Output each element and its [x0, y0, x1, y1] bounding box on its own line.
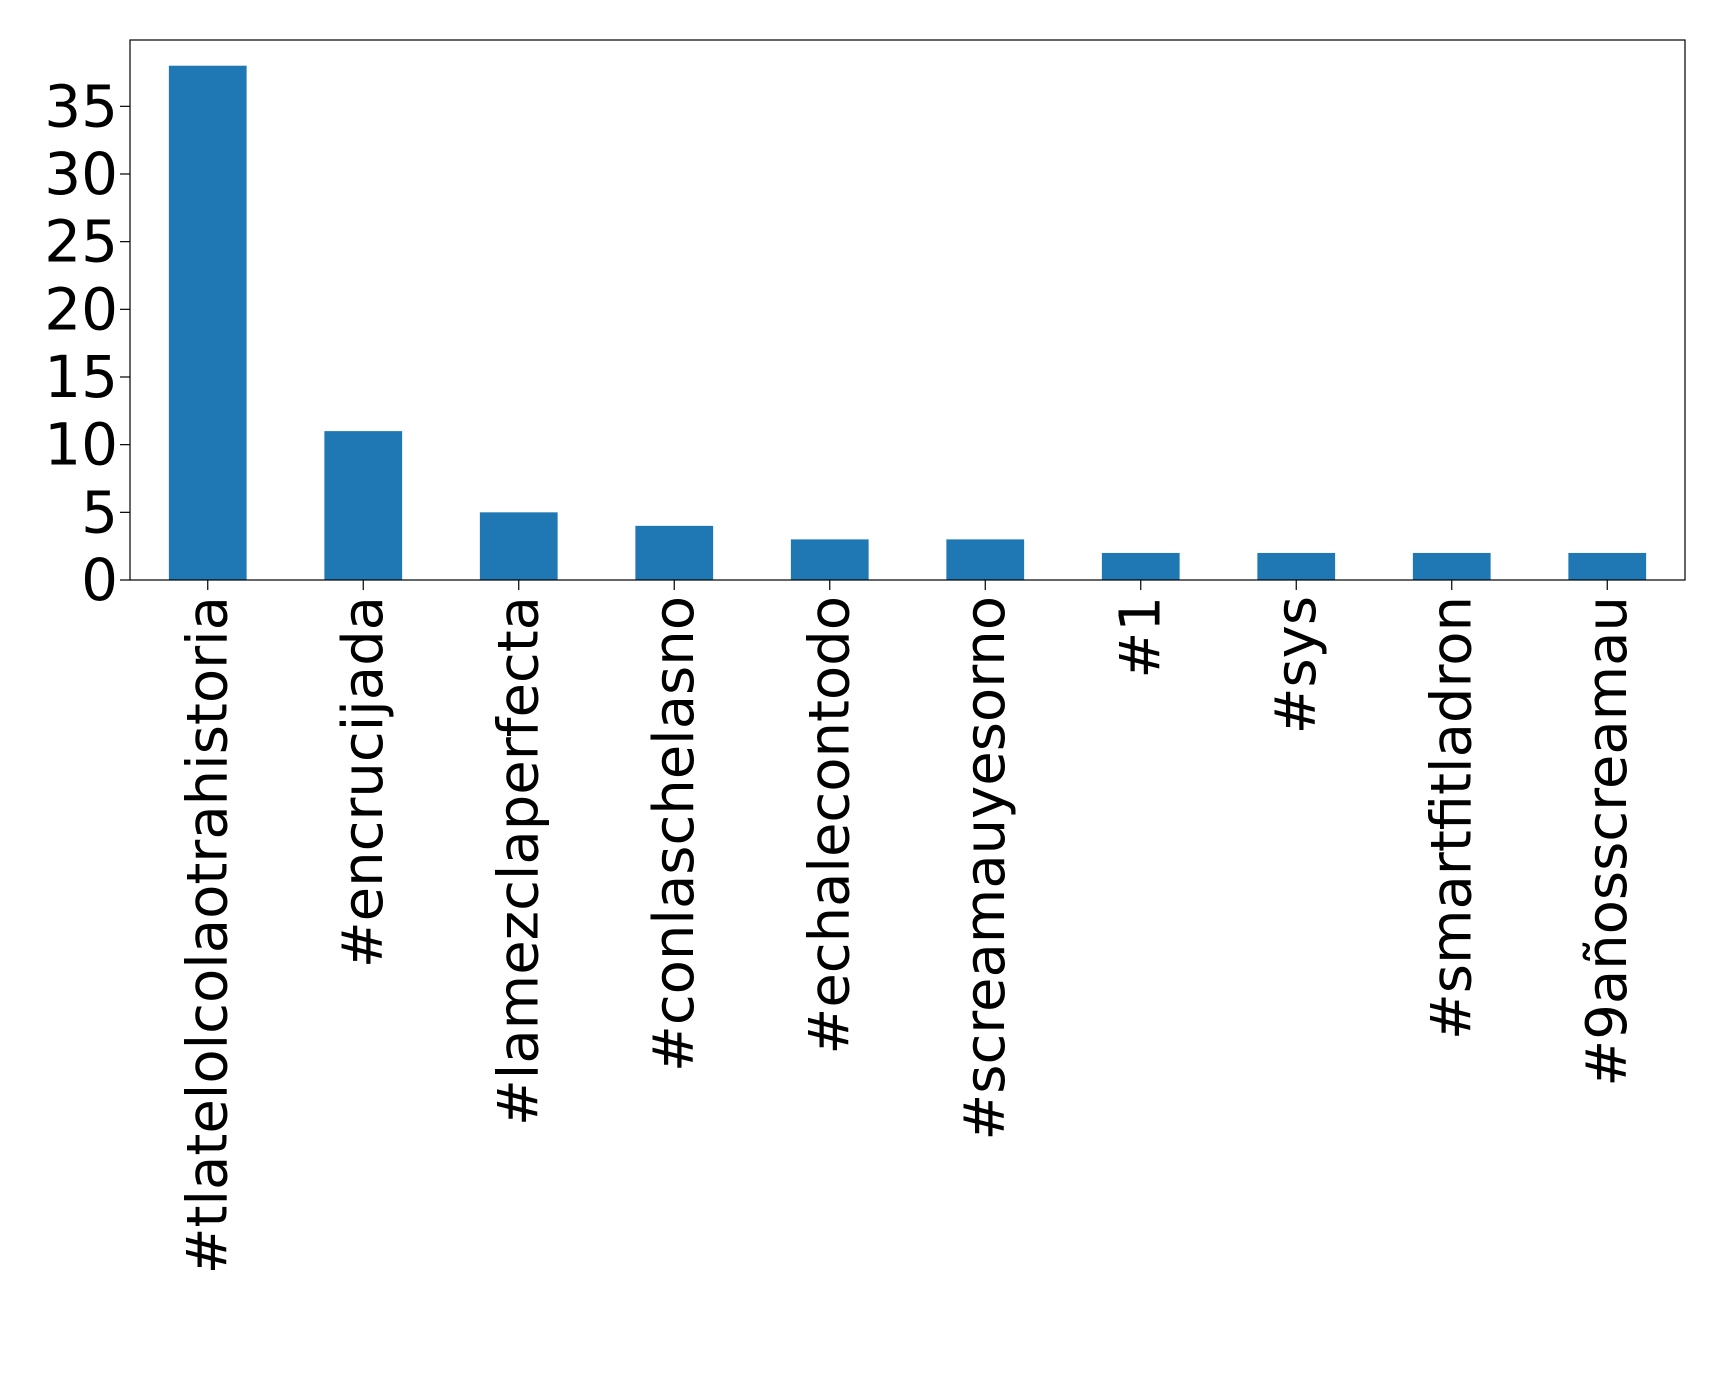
bar-9: [1568, 552, 1647, 580]
plot-frame: [129, 39, 1686, 581]
y-tick-label-6: 30: [44, 140, 118, 208]
x-tick-label-3: #conlaschelasno: [642, 596, 707, 1072]
y-tick-label-0: 0: [81, 546, 118, 614]
y-tick-label-5: 25: [44, 208, 118, 276]
x-tick-label-0: #tlatelolcolaotrahistoria: [175, 596, 240, 1274]
bar-8: [1412, 552, 1491, 580]
bar-7: [1257, 552, 1336, 580]
bar-4: [790, 539, 869, 580]
x-tick-label-9: #9añosscreamau: [1575, 596, 1640, 1087]
x-axis: #tlatelolcolaotrahistoria #encrucijada #la…: [175, 580, 1640, 1274]
x-tick-label-2: #lamezclaperfecta: [486, 596, 551, 1126]
y-tick-label-4: 20: [44, 275, 118, 343]
bar-1: [324, 431, 403, 580]
x-tick-label-4: #echalecontodo: [797, 596, 862, 1055]
bars-group: [168, 65, 1647, 580]
x-tick-label-6: #1: [1108, 596, 1173, 679]
bar-6: [1101, 552, 1180, 580]
y-tick-label-2: 10: [44, 411, 118, 479]
x-tick-label-5: #screamauyesorno: [953, 596, 1018, 1141]
bar-0: [168, 65, 247, 580]
x-tick-label-1: #encrucijada: [331, 596, 396, 968]
y-tick-label-3: 15: [44, 343, 118, 411]
y-tick-label-7: 35: [44, 72, 118, 140]
bar-5: [946, 539, 1025, 580]
x-tick-label-8: #smartfitladron: [1419, 596, 1484, 1040]
y-tick-label-1: 5: [81, 478, 118, 546]
bar-2: [479, 512, 558, 580]
x-tick-label-7: #sys: [1264, 596, 1329, 734]
bar-3: [635, 525, 714, 580]
